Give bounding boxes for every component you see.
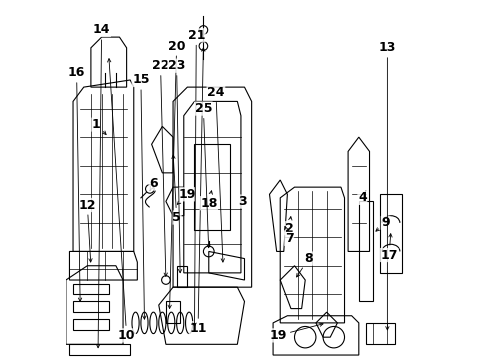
Text: 5: 5 — [171, 155, 181, 224]
Text: 11: 11 — [189, 48, 206, 335]
Text: 25: 25 — [194, 102, 212, 248]
Text: 1: 1 — [92, 118, 106, 135]
Text: 12: 12 — [79, 198, 96, 262]
Text: 7: 7 — [284, 226, 293, 246]
Text: 3: 3 — [238, 194, 246, 208]
Text: 8: 8 — [296, 252, 312, 277]
Text: 22: 22 — [151, 59, 169, 276]
Text: 23: 23 — [167, 59, 185, 273]
Text: 6: 6 — [149, 177, 158, 191]
Text: 20: 20 — [167, 40, 185, 309]
Text: 18: 18 — [200, 191, 217, 210]
Text: 16: 16 — [68, 66, 85, 301]
Text: 14: 14 — [93, 23, 110, 348]
Text: 17: 17 — [380, 234, 397, 261]
Text: 13: 13 — [378, 41, 395, 330]
Text: 19: 19 — [269, 323, 323, 342]
Text: 15: 15 — [132, 73, 149, 319]
Text: 2: 2 — [284, 217, 293, 235]
Text: 9: 9 — [375, 216, 389, 231]
Text: 10: 10 — [107, 59, 135, 342]
Text: 24: 24 — [207, 86, 224, 262]
Text: 4: 4 — [357, 191, 366, 204]
Text: 21: 21 — [187, 29, 204, 326]
Text: 19: 19 — [177, 188, 196, 204]
